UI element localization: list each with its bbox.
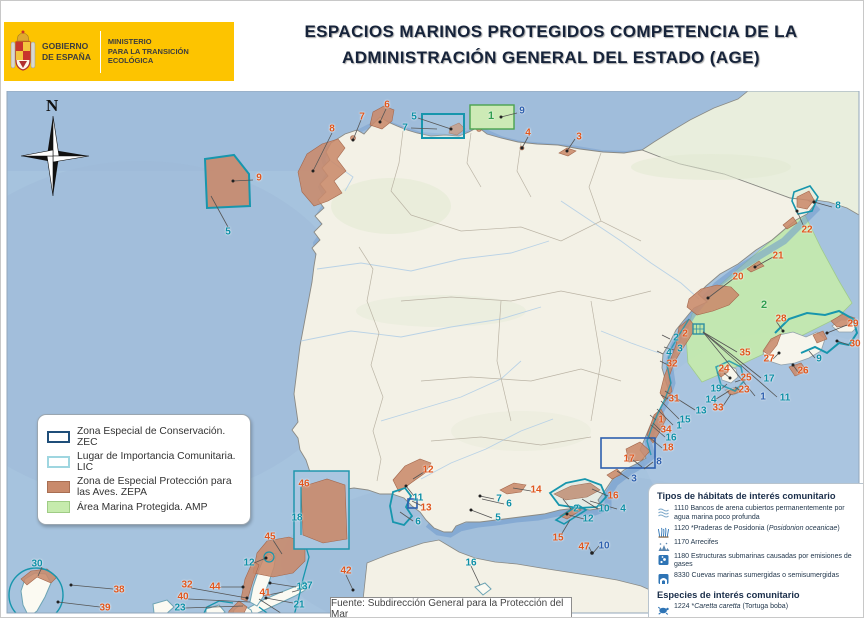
zepa-swatch-icon xyxy=(47,481,70,493)
legend-item-amp: Área Marina Protegida. AMP xyxy=(47,501,241,513)
habitat-item-1110: 1110 Bancos de arena cubiertos permanent… xyxy=(657,505,858,523)
title-line-2: ADMINISTRACIÓN GENERAL DEL ESTADO (AGE) xyxy=(342,48,760,67)
legend-item-zec: Zona Especial de Conservación. ZEC xyxy=(47,426,241,448)
legend-label: Zona de Especial Protección para las Ave… xyxy=(77,476,232,498)
source-text: Fuente: Subdirección General para la Pro… xyxy=(331,598,564,618)
gobierno-label: GOBIERNO DE ESPAÑA xyxy=(42,41,91,62)
legend-item-zepa: Zona de Especial Protección para las Ave… xyxy=(47,476,241,498)
habitat-item-1180: 1180 Estructuras submarinas causadas por… xyxy=(657,553,858,571)
amp-swatch-icon xyxy=(47,501,70,513)
species-title: Especies de interés comunitario xyxy=(657,590,800,600)
species-item-1224: 1224 *Caretta caretta (Tortuga boba) xyxy=(657,603,858,615)
columbretes-amp-icon xyxy=(692,323,705,335)
species-item-text: 1224 *Caretta caretta (Tortuga boba) xyxy=(674,603,789,610)
gas-icon xyxy=(657,553,670,565)
habitats-legend: Tipos de hábitats de interés comunitario… xyxy=(648,483,863,617)
habitat-item-text: 1170 Arrecifes xyxy=(674,538,719,546)
reef-icon xyxy=(657,539,670,551)
compass-n-label: N xyxy=(46,96,59,115)
sand-icon xyxy=(657,505,670,518)
banco-de-galicia-area xyxy=(203,153,252,210)
posidonia-icon xyxy=(657,525,670,538)
habitat-item-text: 1110 Bancos de arena cubiertos permanent… xyxy=(674,505,845,521)
legend-label: Lugar de Importancia Comunitaria. LIC xyxy=(77,451,236,473)
habitats-title: Tipos de hábitats de interés comunitario xyxy=(657,491,836,501)
spain-coat-of-arms-icon xyxy=(10,30,36,71)
legend-item-lic: Lugar de Importancia Comunitaria. LIC xyxy=(47,451,241,473)
habitat-item-text: 1180 Estructuras submarinas causadas por… xyxy=(674,552,852,569)
habitat-item-8330: 8330 Cuevas marinas sumergidas o semisum… xyxy=(657,572,858,584)
header: GOBIERNO DE ESPAÑA MINISTERIO PARA LA TR… xyxy=(1,1,863,91)
leader-anchor-dots xyxy=(56,115,839,604)
logo-separator xyxy=(99,30,101,73)
title-line-1: ESPACIOS MARINOS PROTEGIDOS COMPETENCIA … xyxy=(304,22,798,41)
legend-label: Área Marina Protegida. AMP xyxy=(77,501,208,513)
lic-swatch-icon xyxy=(47,456,70,468)
habitat-item-1120: 1120 *Praderas de Posidonia (Posidonion … xyxy=(657,524,858,538)
turtle-icon xyxy=(657,603,670,615)
government-logo-block: GOBIERNO DE ESPAÑA MINISTERIO PARA LA TR… xyxy=(4,22,234,81)
inset-box xyxy=(293,470,350,550)
ministerio-label: MINISTERIO PARA LA TRANSICIÓN ECOLÓGICA xyxy=(107,37,189,66)
map-legend: Zona Especial de Conservación. ZEC Lugar … xyxy=(37,414,251,525)
el-cachucho-lic xyxy=(421,113,465,139)
source-box: Fuente: Subdirección General para la Pro… xyxy=(330,597,572,618)
zepa-areas xyxy=(20,105,856,613)
zec-swatch-icon xyxy=(47,431,70,443)
habitat-item-text: 1120 *Praderas de Posidonia (Posidonion … xyxy=(674,524,840,532)
habitat-item-1170: 1170 Arrecifes xyxy=(657,539,858,551)
legend-label: Zona Especial de Conservación. ZEC xyxy=(77,426,226,448)
habitat-item-text: 8330 Cuevas marinas sumergidas o semisum… xyxy=(674,572,839,579)
cave-icon xyxy=(657,572,670,584)
compass-rose: N xyxy=(20,96,90,197)
province-borders xyxy=(358,130,652,482)
rivers xyxy=(300,160,700,480)
page-title: ESPACIOS MARINOS PROTEGIDOS COMPETENCIA … xyxy=(241,19,861,71)
el-cachucho-amp xyxy=(469,104,515,130)
